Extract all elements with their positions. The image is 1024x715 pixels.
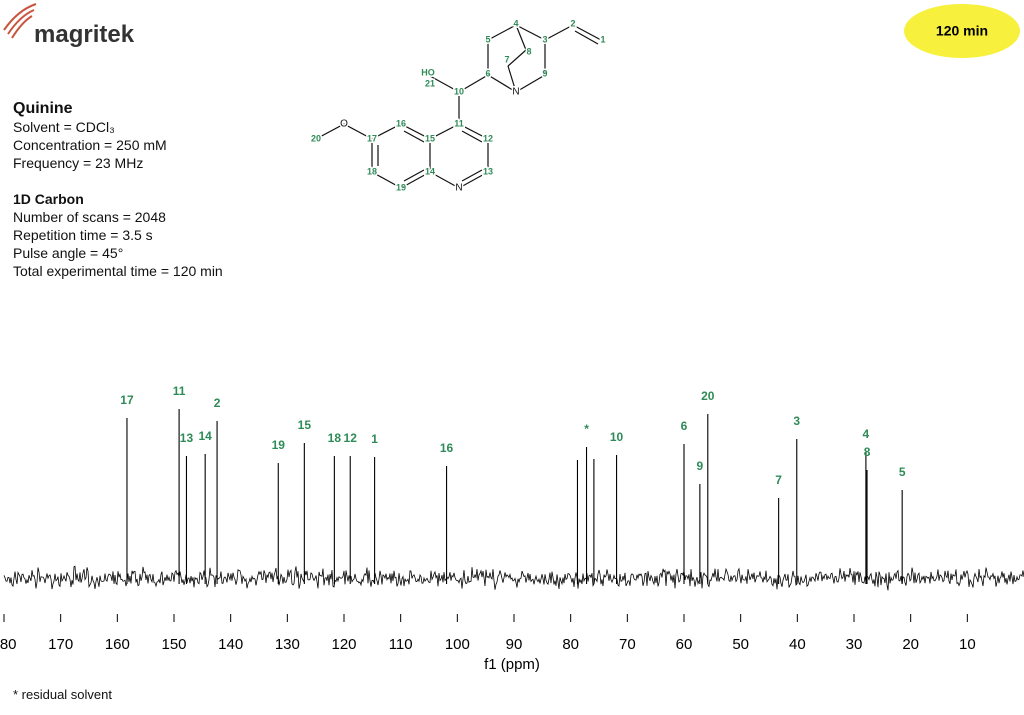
- atom-label: 8: [526, 46, 531, 56]
- atom-label: 11: [454, 118, 464, 128]
- peak-label: 9: [697, 459, 704, 473]
- molecule: 1 2 3 4 5 6 7 8 9 10 11 12 13 14 15 16 1…: [309, 17, 607, 195]
- x-tick-label: 160: [105, 636, 130, 653]
- atom-label: 7: [504, 54, 509, 64]
- atom-label: HO: [421, 67, 435, 77]
- peak-label: 6: [681, 419, 688, 433]
- peak-label: 20: [701, 389, 715, 403]
- info-line: Pulse angle = 45°: [13, 245, 124, 261]
- atom-label: 17: [367, 133, 377, 143]
- x-tick-label: 100: [445, 636, 470, 653]
- atom-label: 9: [542, 68, 547, 78]
- x-tick-label: 180: [0, 636, 17, 653]
- compound-title: Quinine: [13, 100, 73, 117]
- atom-label: 5: [485, 34, 490, 44]
- info-line: Solvent = CDCl₃: [13, 119, 115, 135]
- atom-label: 13: [483, 166, 493, 176]
- atom-label: O: [340, 119, 348, 130]
- info-line: Concentration = 250 mM: [13, 137, 167, 153]
- badge-text: 120 min: [936, 23, 988, 39]
- x-tick-label: 140: [218, 636, 243, 653]
- peak-label: 2: [214, 396, 221, 410]
- peak-label: *: [584, 422, 589, 436]
- atom-label: 6: [485, 68, 490, 78]
- x-tick-label: 60: [676, 636, 693, 653]
- atom-label: 3: [542, 34, 547, 44]
- peak-label: 7: [775, 473, 782, 487]
- peak-label: 1: [371, 432, 378, 446]
- atom-label: 12: [483, 133, 493, 143]
- info-line: Number of scans = 2048: [13, 209, 166, 225]
- peak-label: 17: [120, 393, 134, 407]
- x-tick-label: 70: [619, 636, 636, 653]
- x-tick-label: 130: [275, 636, 300, 653]
- atom-label: 18: [367, 166, 377, 176]
- atom-label: 14: [425, 166, 435, 176]
- atom-label: 21: [425, 78, 435, 88]
- peak-label: 12: [344, 431, 358, 445]
- atom-label: 4: [513, 18, 518, 28]
- atom-label: 2: [570, 18, 575, 28]
- x-tick-label: 50: [732, 636, 749, 653]
- x-tick-label: 80: [562, 636, 579, 653]
- atom-label: 1: [600, 34, 605, 44]
- atom-label: 10: [454, 86, 464, 96]
- peak-label: 15: [298, 418, 312, 432]
- peak-label: 16: [440, 441, 454, 455]
- atom-label: 19: [396, 182, 406, 192]
- peak-label: 5: [899, 465, 906, 479]
- info-line: Frequency = 23 MHz: [13, 155, 144, 171]
- footnote: * residual solvent: [13, 687, 112, 702]
- section-title: 1D Carbon: [13, 191, 84, 207]
- peak-label: 8: [864, 445, 871, 459]
- peak-label: 11: [173, 384, 186, 398]
- x-tick-label: 20: [902, 636, 919, 653]
- x-tick-label: 120: [331, 636, 356, 653]
- logo-mark: [3, 3, 37, 39]
- logo: magritek: [3, 3, 135, 48]
- x-tick-label: 90: [506, 636, 523, 653]
- logo-text: magritek: [34, 21, 135, 48]
- peak-label: 18: [328, 431, 342, 445]
- peak-label: 10: [610, 430, 624, 444]
- x-tick-label: 110: [389, 636, 413, 653]
- peak-label: 4: [863, 427, 870, 441]
- x-axis-label: f1 (ppm): [484, 656, 540, 673]
- badge: [904, 4, 1020, 58]
- peak-label: 14: [198, 429, 212, 443]
- info-line: Total experimental time = 120 min: [13, 263, 223, 279]
- atom-label: N: [455, 183, 462, 194]
- atom-label: 16: [396, 118, 406, 128]
- info-line: Repetition time = 3.5 s: [13, 227, 153, 243]
- atom-label: N: [512, 87, 519, 98]
- x-tick-label: 150: [161, 636, 186, 653]
- x-tick-label: 40: [789, 636, 806, 653]
- peak-label: 13: [180, 431, 194, 445]
- x-tick-label: 170: [48, 636, 73, 653]
- x-tick-label: 10: [959, 636, 976, 653]
- peak-label: 3: [793, 414, 800, 428]
- info: Quinine Solvent = CDCl₃ Concentration = …: [13, 100, 223, 280]
- atom-label: 20: [311, 133, 321, 143]
- x-tick-label: 30: [846, 636, 863, 653]
- noise: [3, 565, 1024, 591]
- atom-label: 15: [425, 133, 435, 143]
- peak-label: 19: [272, 438, 286, 452]
